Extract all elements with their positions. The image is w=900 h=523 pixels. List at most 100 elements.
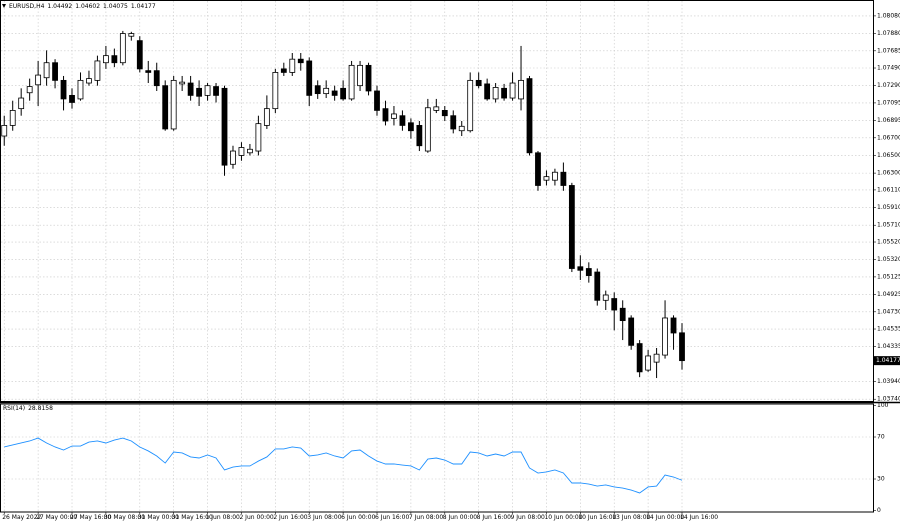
candle-body: [636, 343, 643, 373]
y-tick-label: 1.07290: [877, 82, 900, 89]
y-tick-label: 1.06300: [877, 170, 900, 177]
candle-body: [348, 64, 355, 100]
candle-body: [170, 79, 177, 130]
candle-body: [467, 79, 474, 132]
header-low: 1.04075: [103, 3, 128, 10]
candle-body: [263, 108, 270, 126]
header-close: 1.04177: [131, 3, 156, 10]
candle-body: [314, 85, 321, 95]
candle-body: [645, 355, 652, 371]
x-tick-label: 2 Jun 00:00: [239, 514, 273, 521]
y-tick-label: 1.04535: [877, 326, 900, 333]
x-tick-label: 6 Jun 00:00: [341, 514, 375, 521]
y-tick-label: 1.04335: [877, 343, 900, 350]
candle-body: [611, 298, 618, 311]
x-tick-label: 6 Jun 16:00: [375, 514, 409, 521]
x-tick-label: 2 Jun 16:00: [273, 514, 307, 521]
header-high: 1.04602: [75, 3, 100, 10]
candle-body: [594, 271, 601, 301]
y-tick-label: 0: [877, 507, 881, 514]
candle-body: [323, 87, 330, 95]
y-tick-label: 1.08080: [877, 12, 900, 19]
candle-body: [450, 115, 457, 130]
candle-body: [136, 40, 143, 70]
y-tick-label: 1.05910: [877, 204, 900, 211]
rsi-header: RSI(14) 28.8158: [3, 405, 53, 412]
candle-body: [43, 62, 50, 79]
y-tick-label: 70: [877, 434, 885, 441]
candle-body: [86, 78, 92, 84]
y-tick-label: 100: [877, 402, 889, 409]
candle-body: [560, 171, 567, 186]
candle-body: [128, 33, 135, 37]
candle-body: [306, 60, 313, 96]
y-tick-label: 1.05125: [877, 273, 900, 280]
candle-body: [374, 90, 380, 111]
candle-body: [424, 107, 431, 152]
candle-body: [187, 82, 194, 96]
candle-body: [399, 115, 406, 126]
header-open: 1.04492: [47, 3, 72, 10]
y-tick-label: 1.05710: [877, 222, 900, 229]
candle-body: [628, 317, 635, 346]
y-tick-label: 1.06500: [877, 152, 900, 159]
y-tick-label: 1.05520: [877, 239, 900, 246]
candle-body: [247, 148, 253, 154]
candle-body: [407, 122, 414, 132]
candle-body: [518, 79, 524, 100]
y-tick-label: 1.03940: [877, 378, 900, 385]
candle-body: [662, 317, 668, 356]
candle-body: [568, 185, 575, 269]
candle-body: [441, 110, 448, 117]
rsi-line: [4, 437, 683, 494]
y-tick-label: 1.04730: [877, 308, 900, 315]
candle-body: [179, 81, 186, 85]
mark-layer: 1.08080 1.07880 1.07685 1.07490 1.07290 1.070…: [1, 12, 900, 521]
symbol-title: EURUSD,H4: [9, 3, 45, 10]
candle-body: [391, 113, 397, 119]
candle-body: [145, 70, 152, 73]
candle-body: [535, 152, 541, 186]
x-tick-label: 13 Jun 08:00: [612, 514, 650, 521]
candle-body: [365, 64, 372, 92]
candle-body: [35, 74, 42, 86]
x-tick-label: 10 Jun 00:00: [544, 514, 582, 521]
x-tick-label: 31 May 16:00: [172, 514, 213, 521]
candle-body: [331, 90, 338, 96]
y-tick-label: 1.07880: [877, 30, 900, 37]
y-tick-label: 1.06110: [877, 186, 900, 193]
candle-body: [69, 94, 75, 103]
x-tick-label: 10 Jun 16:00: [578, 514, 616, 521]
candle-body: [679, 332, 685, 362]
candle-body: [501, 87, 507, 99]
x-tick-label: 30 May 08:00: [104, 514, 145, 521]
candle-body: [552, 171, 558, 181]
current-price-box: [874, 356, 900, 366]
candle-body: [26, 86, 33, 94]
candle-body: [653, 353, 660, 363]
candle-body: [238, 147, 245, 156]
candle-body: [577, 266, 584, 271]
x-tick-label: 14 Jun 16:00: [680, 514, 718, 521]
candle-body: [670, 317, 677, 334]
candle-body: [297, 58, 304, 64]
y-tick-label: 1.07095: [877, 99, 900, 106]
candle-body: [289, 58, 296, 73]
candle-body: [416, 125, 423, 147]
candle-body: [119, 33, 126, 64]
current-price-label: 1.04177: [876, 357, 900, 364]
rsi-panel-frame: [0, 403, 874, 513]
candle-body: [382, 108, 389, 122]
rsi-title: RSI(14): [3, 405, 25, 412]
main-header: EURUSD,H4 1.04492 1.04602 1.04075 1.04177: [9, 3, 156, 10]
candle-body: [18, 97, 25, 110]
y-tick-label: 1.07685: [877, 47, 900, 54]
x-tick-label: 8 Jun 16:00: [477, 514, 511, 521]
candle-body: [602, 294, 609, 301]
candle-body: [357, 64, 363, 87]
candle-body: [509, 82, 516, 99]
candle-body: [52, 62, 58, 81]
